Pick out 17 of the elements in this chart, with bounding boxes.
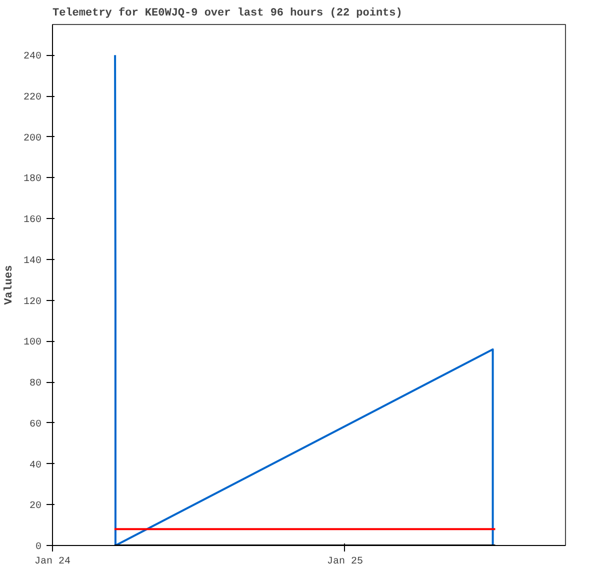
y-tick-label: 220: [23, 92, 42, 104]
y-axis-title: Values: [3, 265, 16, 305]
y-tick-label: 140: [23, 256, 42, 267]
y-tick-label: 100: [23, 338, 42, 349]
y-tick-label: 240: [23, 52, 42, 63]
y-tick-label: 60: [30, 419, 42, 430]
y-tick-label: 80: [30, 378, 42, 390]
y-tick-label: 180: [23, 174, 42, 186]
y-tick-label: 0: [36, 542, 42, 553]
y-tick-label: 40: [30, 460, 42, 472]
x-tick-label: Jan 25: [326, 556, 363, 568]
x-tick-label: Jan 24: [34, 556, 71, 568]
chart-title: Telemetry for KE0WJQ-9 over last 96 hours (22 points): [52, 6, 402, 20]
y-tick-label: 160: [23, 215, 42, 226]
y-tick-label: 120: [23, 296, 42, 308]
y-tick-label: 200: [23, 133, 42, 144]
y-tick-label: 20: [30, 501, 42, 512]
